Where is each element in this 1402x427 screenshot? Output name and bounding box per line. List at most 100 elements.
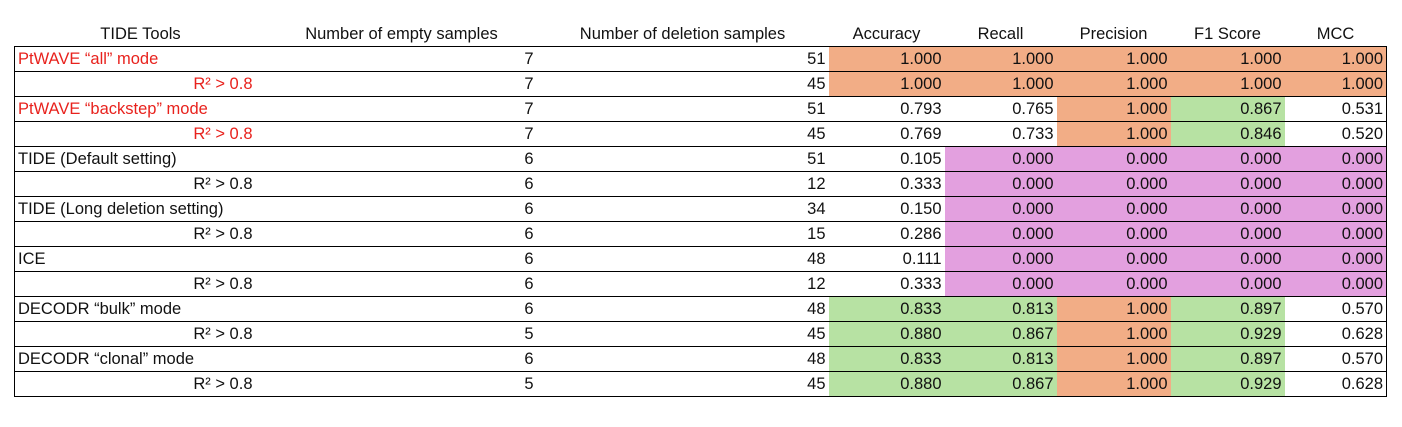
f1-score-cell: 1.000 xyxy=(1170,71,1285,97)
accuracy-cell: 0.286 xyxy=(828,221,945,247)
accuracy-cell: 0.793 xyxy=(828,96,945,122)
empty-samples-cell: 6 xyxy=(266,221,537,247)
precision-cell: 0.000 xyxy=(1056,271,1171,297)
f1-score-cell: 0.867 xyxy=(1170,96,1285,122)
table-row: DECODR “bulk” mode 6 48 0.833 0.813 1.000 0.89… xyxy=(14,296,1387,322)
recall-cell: 0.000 xyxy=(944,246,1057,272)
empty-samples-cell: 6 xyxy=(266,296,537,322)
f1-score-cell: 0.000 xyxy=(1170,146,1285,172)
accuracy-cell: 1.000 xyxy=(828,71,945,97)
recall-cell: 1.000 xyxy=(944,71,1057,97)
table-row: R² > 0.8 5 45 0.880 0.867 1.000 0.929 0.628 xyxy=(14,321,1387,347)
table-row: R² > 0.8 7 45 0.769 0.733 1.000 0.846 0.520 xyxy=(14,121,1387,147)
mcc-cell: 0.000 xyxy=(1284,271,1387,297)
precision-cell: 0.000 xyxy=(1056,221,1171,247)
precision-cell: 0.000 xyxy=(1056,196,1171,222)
recall-cell: 0.813 xyxy=(944,296,1057,322)
header-recall: Recall xyxy=(977,24,1024,43)
r2-filter-label: R² > 0.8 xyxy=(14,171,267,197)
precision-cell: 1.000 xyxy=(1056,96,1171,122)
empty-samples-cell: 6 xyxy=(266,146,537,172)
table-row: PtWAVE “all” mode 7 51 1.000 1.000 1.000 1.000… xyxy=(14,46,1387,72)
header-tide-tools: TIDE Tools xyxy=(100,24,181,43)
table-body: PtWAVE “all” mode 7 51 1.000 1.000 1.000 1.000… xyxy=(14,46,1387,397)
deletion-samples-cell: 45 xyxy=(536,121,829,147)
accuracy-cell: 0.105 xyxy=(828,146,945,172)
mcc-cell: 0.000 xyxy=(1284,221,1387,247)
mcc-cell: 0.570 xyxy=(1284,346,1387,372)
recall-cell: 0.000 xyxy=(944,171,1057,197)
accuracy-cell: 0.769 xyxy=(828,121,945,147)
table-row: R² > 0.8 6 12 0.333 0.000 0.000 0.000 0.000 xyxy=(14,171,1387,197)
table-row: ICE 6 48 0.111 0.000 0.000 0.000 0.000 xyxy=(14,246,1387,272)
deletion-samples-cell: 51 xyxy=(536,96,829,122)
precision-cell: 1.000 xyxy=(1056,296,1171,322)
mcc-cell: 0.570 xyxy=(1284,296,1387,322)
deletion-samples-cell: 48 xyxy=(536,346,829,372)
table-row: R² > 0.8 6 12 0.333 0.000 0.000 0.000 0.000 xyxy=(14,271,1387,297)
r2-filter-label: R² > 0.8 xyxy=(14,371,267,397)
results-table: TIDE Tools Number of empty samples Numbe… xyxy=(14,22,1387,397)
f1-score-cell: 0.000 xyxy=(1170,246,1285,272)
f1-score-cell: 0.897 xyxy=(1170,346,1285,372)
header-accuracy: Accuracy xyxy=(852,24,921,43)
r2-filter-label: R² > 0.8 xyxy=(14,271,267,297)
empty-samples-cell: 6 xyxy=(266,271,537,297)
mcc-cell: 0.000 xyxy=(1284,146,1387,172)
recall-cell: 0.000 xyxy=(944,146,1057,172)
table-row: R² > 0.8 5 45 0.880 0.867 1.000 0.929 0.628 xyxy=(14,371,1387,397)
precision-cell: 1.000 xyxy=(1056,346,1171,372)
empty-samples-cell: 6 xyxy=(266,246,537,272)
f1-score-cell: 1.000 xyxy=(1170,46,1285,72)
tool-name: TIDE (Long deletion setting) xyxy=(14,196,267,222)
r2-filter-label: R² > 0.8 xyxy=(14,321,267,347)
header-mcc: MCC xyxy=(1316,24,1355,43)
empty-samples-cell: 7 xyxy=(266,121,537,147)
table-row: TIDE (Default setting) 6 51 0.105 0.000 0.000… xyxy=(14,146,1387,172)
header-f1-score: F1 Score xyxy=(1194,24,1261,43)
table-row: TIDE (Long deletion setting) 6 34 0.150 0.00… xyxy=(14,196,1387,222)
mcc-cell: 1.000 xyxy=(1284,71,1387,97)
f1-score-cell: 0.929 xyxy=(1170,321,1285,347)
deletion-samples-cell: 34 xyxy=(536,196,829,222)
deletion-samples-cell: 45 xyxy=(536,371,829,397)
tool-name: DECODR “clonal” mode xyxy=(14,346,267,372)
mcc-cell: 0.531 xyxy=(1284,96,1387,122)
r2-filter-label: R² > 0.8 xyxy=(14,221,267,247)
recall-cell: 0.813 xyxy=(944,346,1057,372)
accuracy-cell: 0.150 xyxy=(828,196,945,222)
recall-cell: 0.867 xyxy=(944,371,1057,397)
recall-cell: 0.867 xyxy=(944,321,1057,347)
tool-name: TIDE (Default setting) xyxy=(14,146,267,172)
deletion-samples-cell: 45 xyxy=(536,71,829,97)
r2-filter-label: R² > 0.8 xyxy=(14,71,267,97)
header-deletion-samples: Number of deletion samples xyxy=(579,24,786,43)
f1-score-cell: 0.000 xyxy=(1170,171,1285,197)
mcc-cell: 0.628 xyxy=(1284,371,1387,397)
results-table-container: TIDE Tools Number of empty samples Numbe… xyxy=(14,22,1387,397)
accuracy-cell: 0.880 xyxy=(828,371,945,397)
precision-cell: 1.000 xyxy=(1056,121,1171,147)
deletion-samples-cell: 48 xyxy=(536,296,829,322)
empty-samples-cell: 7 xyxy=(266,71,537,97)
recall-cell: 0.000 xyxy=(944,196,1057,222)
precision-cell: 0.000 xyxy=(1056,171,1171,197)
header-empty-samples: Number of empty samples xyxy=(305,24,498,43)
deletion-samples-cell: 12 xyxy=(536,171,829,197)
f1-score-cell: 0.000 xyxy=(1170,271,1285,297)
tool-name: ICE xyxy=(14,246,267,272)
empty-samples-cell: 7 xyxy=(266,46,537,72)
tool-name: DECODR “bulk” mode xyxy=(14,296,267,322)
mcc-cell: 0.000 xyxy=(1284,246,1387,272)
precision-cell: 1.000 xyxy=(1056,371,1171,397)
precision-cell: 1.000 xyxy=(1056,321,1171,347)
empty-samples-cell: 7 xyxy=(266,96,537,122)
f1-score-cell: 0.929 xyxy=(1170,371,1285,397)
f1-score-cell: 0.897 xyxy=(1170,296,1285,322)
tool-name: PtWAVE “backstep” mode xyxy=(14,96,267,122)
table-row: R² > 0.8 6 15 0.286 0.000 0.000 0.000 0.000 xyxy=(14,221,1387,247)
mcc-cell: 1.000 xyxy=(1284,46,1387,72)
precision-cell: 1.000 xyxy=(1056,71,1171,97)
accuracy-cell: 0.833 xyxy=(828,296,945,322)
accuracy-cell: 0.880 xyxy=(828,321,945,347)
